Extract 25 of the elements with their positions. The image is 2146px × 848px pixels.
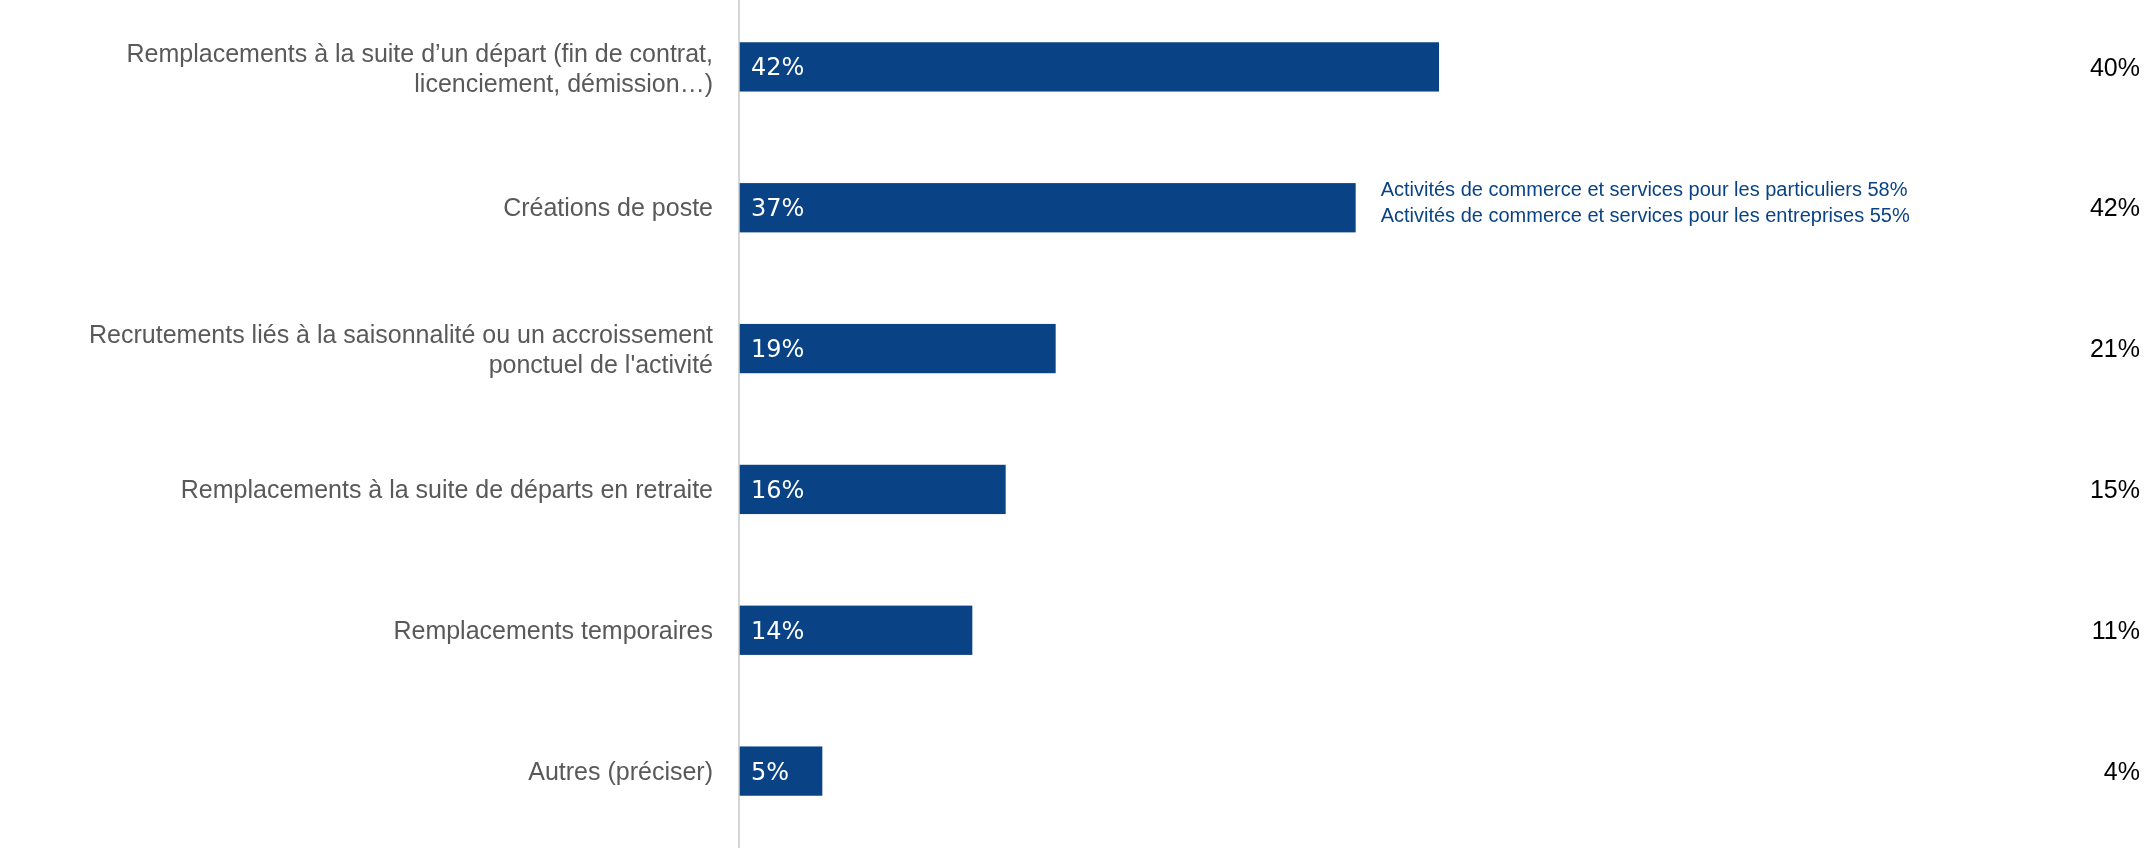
y-tick-label: Créations de poste: [503, 193, 713, 222]
bar: [739, 323, 1056, 374]
data-label: 5%: [751, 757, 790, 786]
y-tick-label: Remplacements à la suite d’un départ (fin de contrat, licenciement, démission…): [126, 38, 713, 97]
text: 42%: [2089, 193, 2140, 222]
bar: [739, 746, 823, 796]
bar: [739, 42, 1439, 92]
y-tick-label: Autres (préciser): [528, 756, 713, 785]
text: 40%: [2089, 52, 2140, 81]
data-label: 19%: [751, 334, 805, 363]
y-tick-label: Recrutements liés à la saisonnalité ou un accroissement ponctuel de l'activité: [89, 320, 714, 379]
bar: [739, 464, 1006, 515]
bar: [739, 605, 973, 655]
annotation: Activités de commerce et services pour les particuliers 58% Activités de commerce et services pour les entreprises 55%: [1380, 177, 1910, 226]
bar: [739, 183, 1356, 233]
data-label: 37%: [751, 194, 805, 223]
text: 15%: [2089, 475, 2140, 504]
data-label: 42%: [751, 53, 805, 82]
data-label: 16%: [751, 475, 805, 504]
y-tick-label: Remplacements temporaires: [393, 616, 713, 645]
text: 21%: [2089, 334, 2140, 363]
text: 4%: [2103, 756, 2140, 785]
text: 11%: [2091, 616, 2140, 645]
y-tick-label: Remplacements à la suite de départs en retraite: [180, 475, 713, 504]
data-label: 14%: [751, 616, 805, 645]
